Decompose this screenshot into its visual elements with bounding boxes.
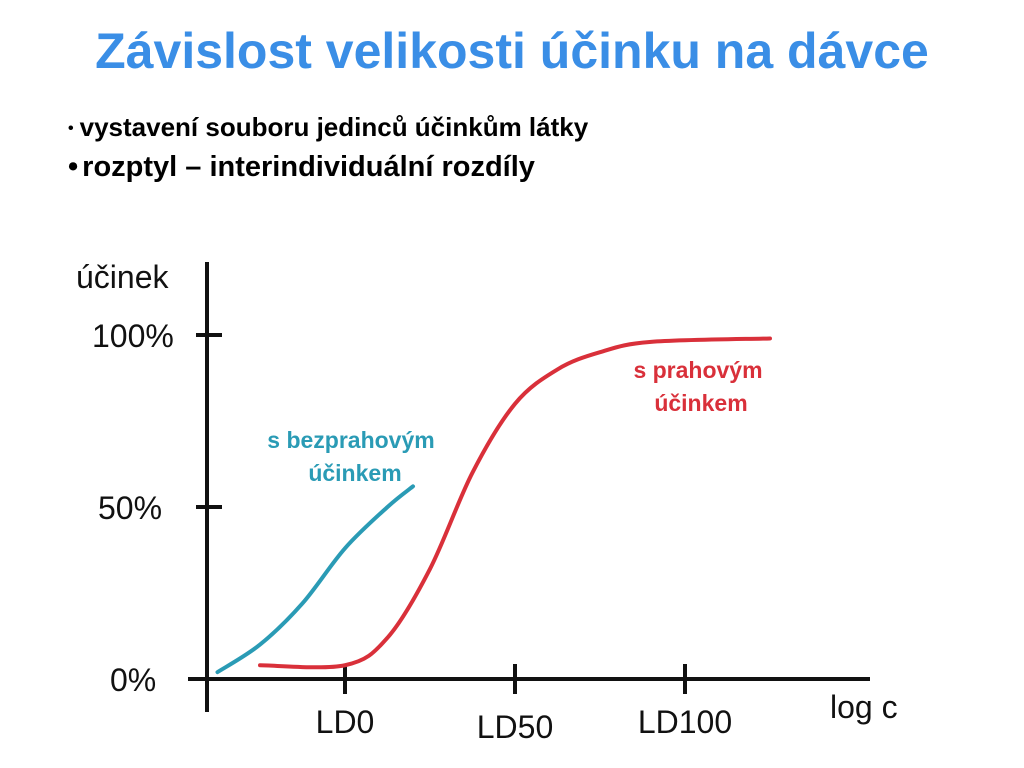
bullet-dot-icon: • — [68, 120, 74, 138]
threshold-curve — [258, 336, 772, 670]
y-axis-title: účinek — [76, 259, 170, 295]
x-axis-title: log c — [830, 689, 898, 725]
bullet-list: • vystavení souboru jedinců účinkům látky… — [68, 108, 588, 186]
series-label: s bezprahovým — [267, 427, 434, 453]
x-tick-label: LD0 — [316, 704, 375, 740]
non-threshold-curve — [215, 484, 415, 675]
series-label: účinkem — [654, 390, 747, 416]
x-tick-label: LD100 — [638, 704, 732, 740]
bullet-item: • vystavení souboru jedinců účinkům látky — [68, 108, 588, 148]
page-title: Závislost velikosti účinku na dávce — [95, 23, 929, 79]
series-labels: s bezprahovým účinkem s prahovým účinkem — [267, 357, 762, 486]
y-tick-label: 50% — [98, 490, 162, 526]
x-ticks: LD0 LD50 LD100 — [316, 664, 732, 745]
bullet-item: • rozptyl – interindividuální rozdíly — [68, 148, 588, 186]
bullet-text: rozptyl – interindividuální rozdíly — [82, 151, 535, 184]
series-label: účinkem — [308, 460, 401, 486]
y-ticks: 0% 50% 100% — [92, 318, 222, 698]
y-tick-label: 100% — [92, 318, 174, 354]
series-layer — [215, 336, 772, 675]
y-tick-label: 0% — [110, 662, 156, 698]
series-label: s prahovým — [633, 357, 762, 383]
bullet-dot-icon: • — [68, 151, 79, 184]
x-tick-label: LD50 — [477, 709, 554, 745]
bullet-text: vystavení souboru jedinců účinkům látky — [79, 112, 589, 142]
